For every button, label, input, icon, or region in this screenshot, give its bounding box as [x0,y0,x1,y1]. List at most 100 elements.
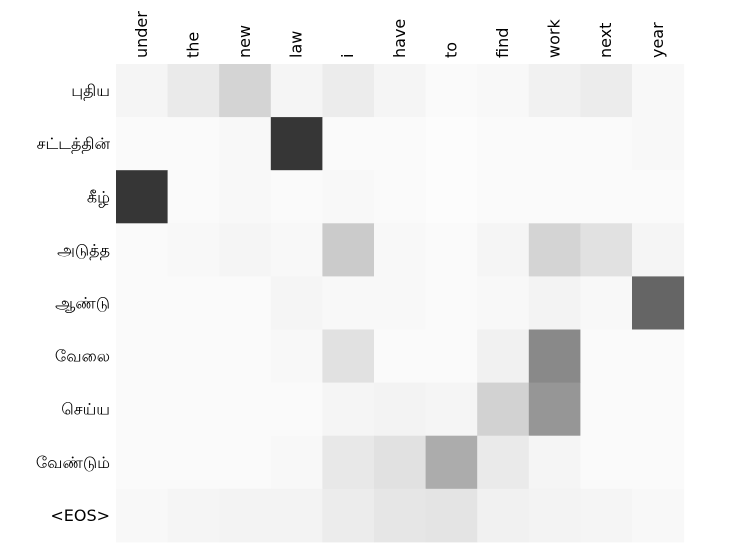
heatmap-cell [528,382,581,437]
heatmap-cell [374,435,427,490]
y-tick-label: கீழ் [87,187,110,206]
heatmap-cell [580,64,633,118]
heatmap-cell [167,382,220,437]
heatmap-cell [270,382,323,437]
heatmap-cell [374,223,427,277]
heatmap-cell [219,223,272,277]
heatmap-cell [374,382,427,437]
heatmap-cell [219,488,272,543]
y-tick-label: வேலை [55,347,110,366]
heatmap-cell [580,117,633,171]
heatmap-cell [632,117,685,171]
heatmap-cell [219,64,272,118]
heatmap-cell [425,382,478,437]
heatmap-cell [167,435,220,490]
heatmap-cell [528,329,581,384]
heatmap-cell [116,64,169,118]
heatmap-cell [632,223,685,277]
heatmap-cell [477,329,530,384]
heatmap-cell [167,64,220,118]
heatmap-cell [219,117,272,171]
y-tick-label: புதிய [71,81,110,100]
heatmap-cell [322,488,375,543]
heatmap-cell [270,117,323,171]
heatmap-cell [580,488,633,543]
heatmap-cell [219,170,272,224]
heatmap-cell [374,64,427,118]
heatmap-cell [116,170,169,224]
heatmap-cell [425,435,478,490]
x-tick-label: year [648,22,667,58]
heatmap-cell [219,329,272,384]
heatmap-cell [116,117,169,171]
heatmap-cell [477,488,530,543]
heatmap-cell [116,329,169,384]
heatmap-cell [116,276,169,330]
heatmap-cell [219,276,272,330]
x-tick-label: new [235,25,254,58]
heatmap-cell [322,329,375,384]
heatmap-cell [528,117,581,171]
y-tick-label: சட்டத்தின் [37,134,111,153]
heatmap-cell [374,488,427,543]
heatmap-cell [167,223,220,277]
heatmap-cell [167,329,220,384]
heatmap-cell [528,276,581,330]
x-tick-label: law [287,31,306,58]
x-tick-label: find [493,28,512,58]
heatmap-cell [477,117,530,171]
heatmap-cell [425,329,478,384]
heatmap-cell [322,382,375,437]
y-tick-label: <EOS> [50,506,110,525]
heatmap-cell [322,276,375,330]
heatmap-cell [374,329,427,384]
heatmap-cell [219,382,272,437]
heatmap-cell [425,170,478,224]
y-tick-label: வேண்டும் [36,453,110,472]
y-tick-labels: புதிய சட்டத்தின் கீழ் அடுத்த ஆண்டு வேலை செய்ய வ… [36,81,111,525]
heatmap-cell [322,64,375,118]
heatmap-cell [477,223,530,277]
heatmap-cell [270,276,323,330]
heatmap-cell [528,435,581,490]
y-tick-label: அடுத்த [57,240,110,259]
heatmap-cell [528,170,581,224]
heatmap-cell [632,382,685,437]
heatmap-cell [632,170,685,224]
heatmap-cell [167,488,220,543]
x-tick-label: the [183,32,202,58]
heatmap-cell [116,435,169,490]
heatmap-cell [580,382,633,437]
heatmap-cell [477,276,530,330]
heatmap-cell [374,276,427,330]
x-tick-label: have [390,19,409,58]
heatmap-cell [580,170,633,224]
heatmap-cell [580,276,633,330]
heatmap-cell [580,435,633,490]
heatmap-cell [425,276,478,330]
heatmap-cell [167,276,220,330]
heatmap-cell [580,329,633,384]
heatmap-cell [270,223,323,277]
heatmap-cell [322,223,375,277]
heatmap-cell [270,329,323,384]
x-tick-label: next [596,23,615,58]
heatmap-cell [270,435,323,490]
heatmap-cell [632,329,685,384]
heatmap-cell [167,170,220,224]
heatmap-cell [632,488,685,543]
heatmap-cell [477,64,530,118]
heatmap-cell [270,488,323,543]
heatmap-cell [116,382,169,437]
heatmap-cell [425,64,478,118]
x-tick-label: work [545,19,564,58]
y-tick-label: செய்ய [61,400,110,419]
heatmap-cell [632,64,685,118]
heatmap-cell [270,170,323,224]
heatmap-cell [270,64,323,118]
heatmap-cell [322,117,375,171]
x-tick-label: under [132,11,151,58]
heatmap-cell [528,488,581,543]
heatmap-cell [374,170,427,224]
